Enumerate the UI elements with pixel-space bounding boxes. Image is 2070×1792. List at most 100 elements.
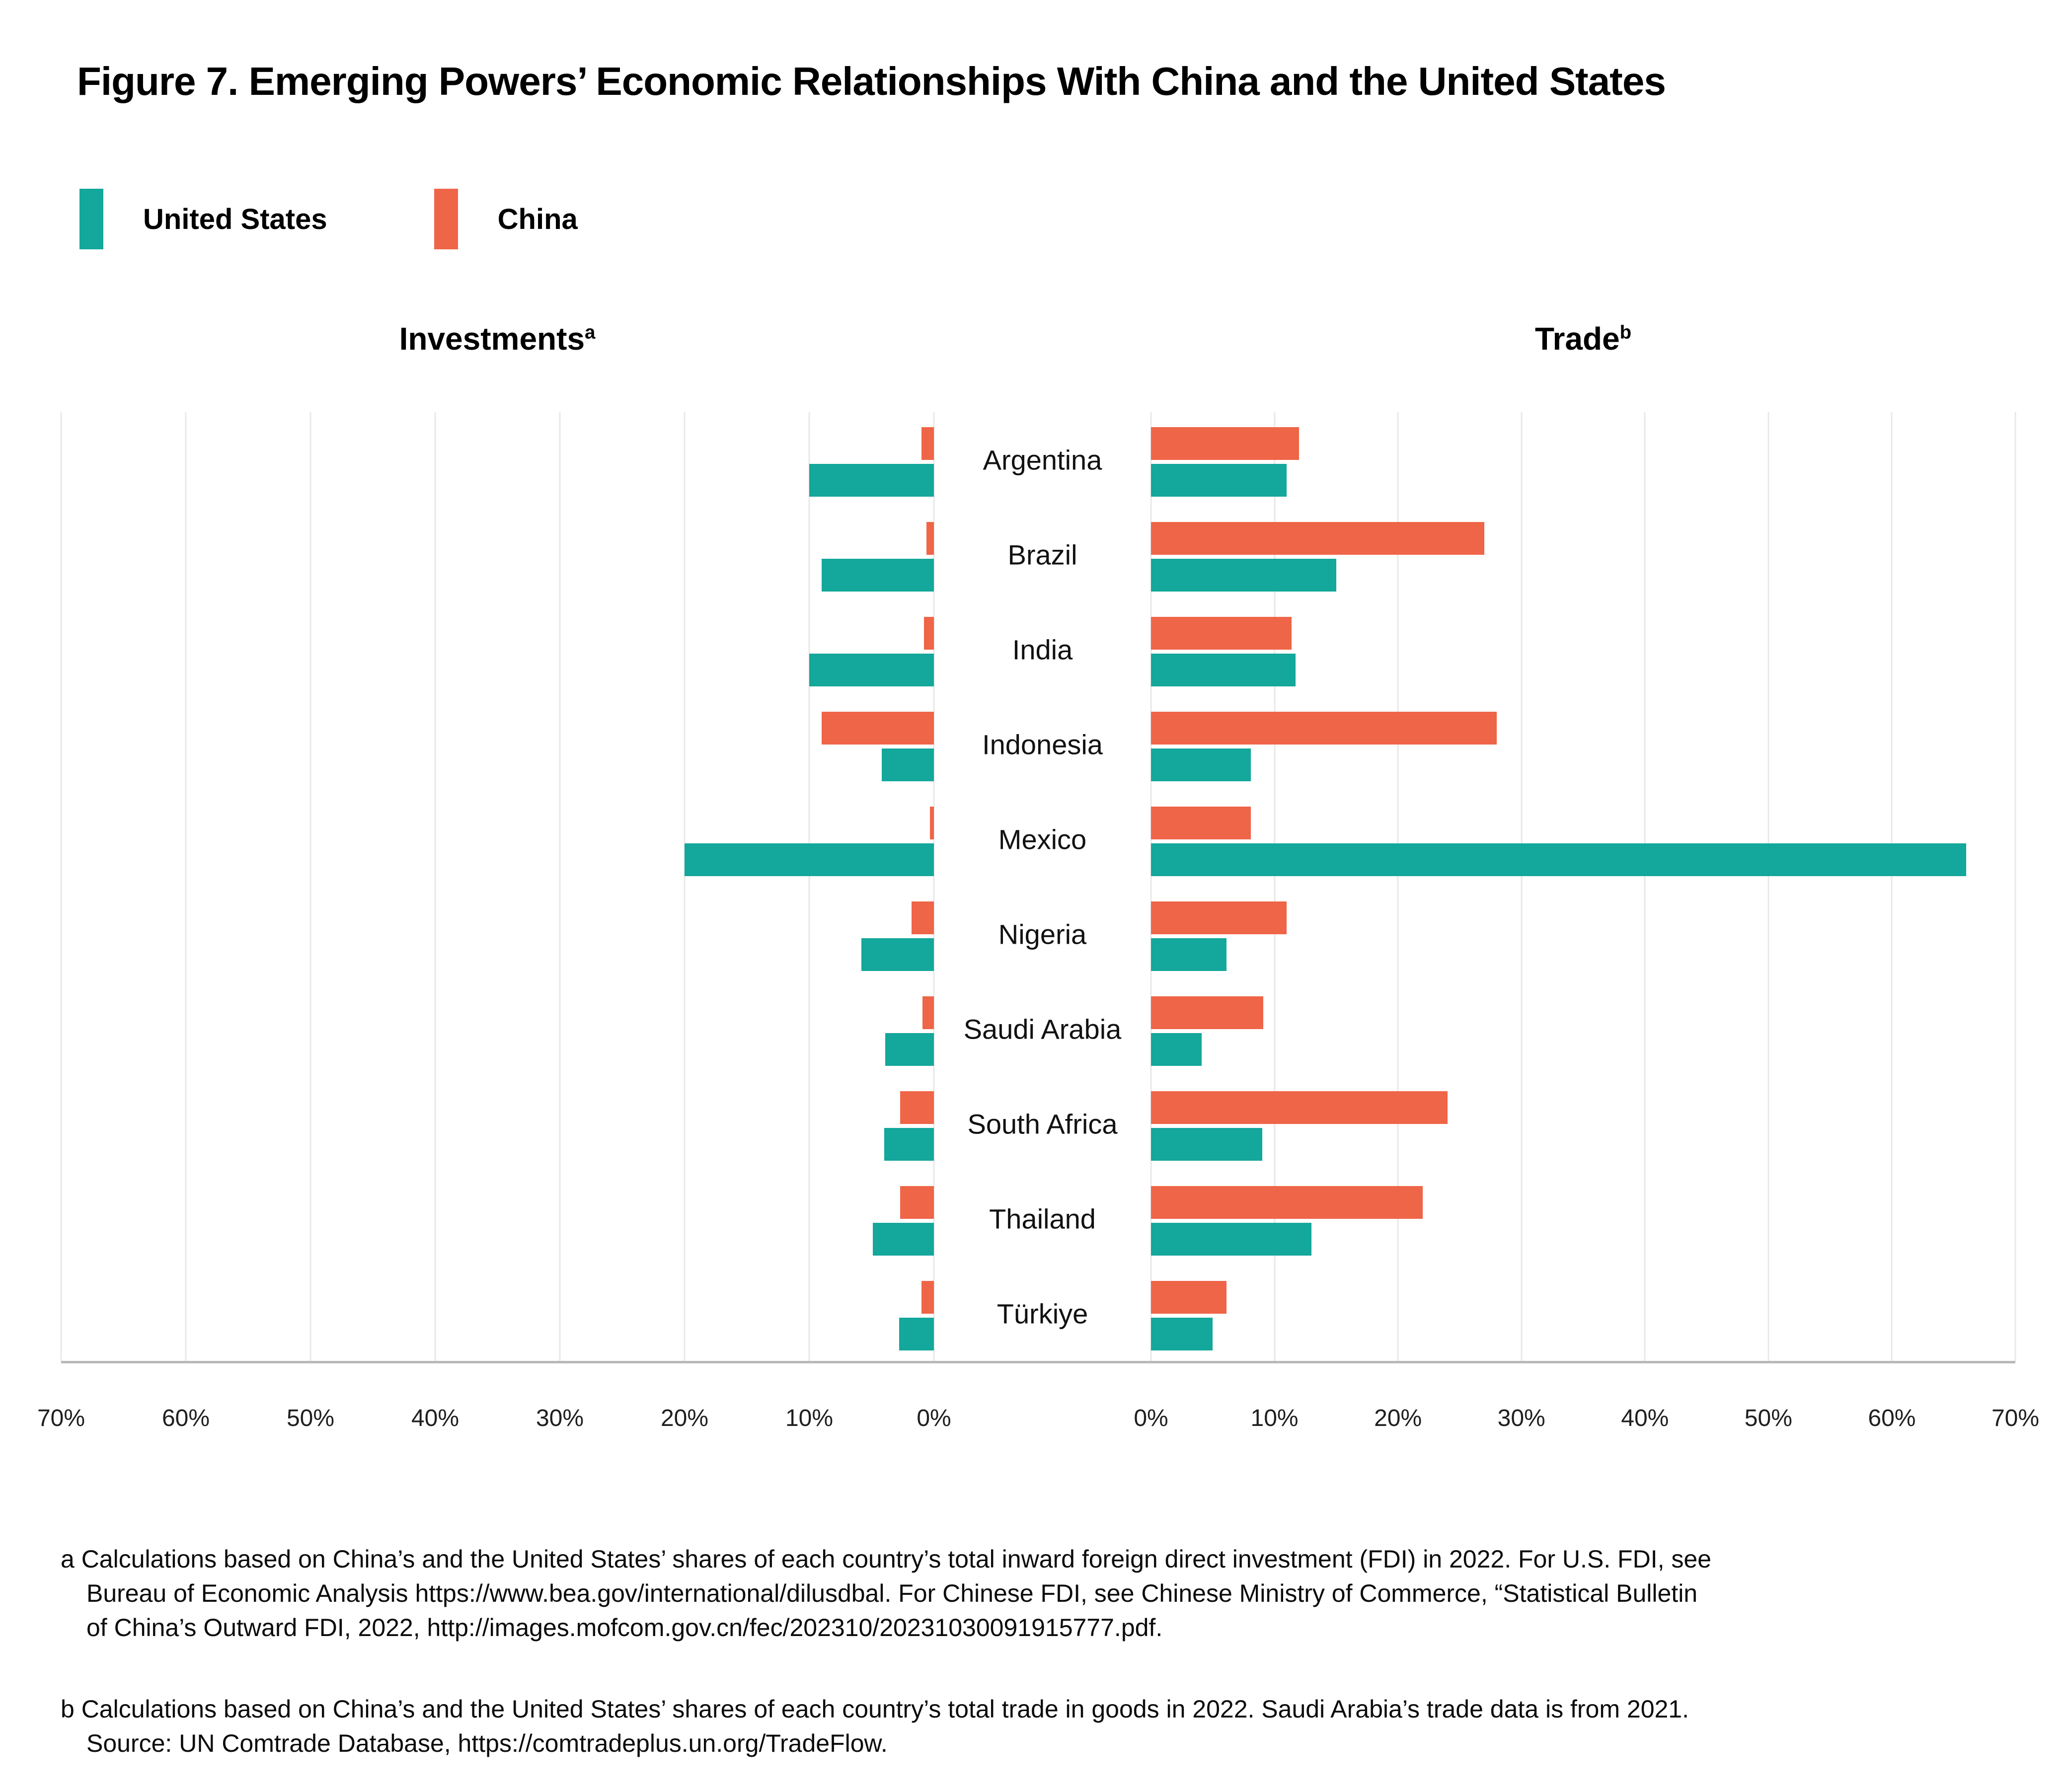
investments-row-mexico	[61, 792, 934, 887]
country-label-saudi-arabia: Saudi Arabia	[963, 1013, 1122, 1045]
footnotes: a Calculations based on China’s and the …	[61, 1542, 1711, 1761]
china-swatch-icon	[434, 189, 458, 249]
trade-bar-united-states-brazil	[1151, 559, 1336, 592]
footnote-marker-b: b	[1619, 321, 1632, 343]
investments-row-argentina	[61, 412, 934, 507]
investments-bar-china-nigeria	[911, 901, 934, 934]
trade-gridline-20%	[1397, 412, 1399, 1361]
united-states-swatch-icon	[79, 189, 103, 249]
investments-row-india	[61, 602, 934, 697]
trade-bar-china-mexico	[1151, 807, 1251, 839]
trade-row-indonesia	[1151, 697, 2015, 792]
country-label-brazil: Brazil	[1007, 539, 1077, 570]
trade-bar-china-india	[1151, 617, 1292, 650]
investments-bar-united-states-thailand	[873, 1223, 934, 1256]
investments-gridline-50%	[309, 412, 311, 1361]
footnote-a-line-1: a Calculations based on China’s and the …	[61, 1545, 1711, 1573]
panel-title-trade: Tradeb	[1535, 320, 1631, 357]
investments-tick-40%: 40%	[411, 1405, 460, 1431]
trade-row-nigeria	[1151, 887, 2015, 981]
country-label-türkiye: Türkiye	[997, 1298, 1088, 1329]
trade-tick-10%: 10%	[1250, 1405, 1299, 1431]
trade-row-türkiye	[1151, 1266, 2015, 1361]
investments-gridline-0%	[933, 412, 935, 1361]
investments-bar-united-states-türkiye	[899, 1318, 934, 1350]
country-label-india: India	[1012, 634, 1073, 665]
country-label-south-africa: South Africa	[967, 1108, 1118, 1139]
investments-bar-united-states-south-africa	[884, 1128, 934, 1161]
trade-tick-50%: 50%	[1744, 1405, 1792, 1431]
trade-gridline-40%	[1644, 412, 1646, 1361]
investments-bar-united-states-nigeria	[861, 938, 934, 971]
investments-row-brazil	[61, 507, 934, 602]
trade-bar-china-thailand	[1151, 1186, 1423, 1219]
investments-bar-china-türkiye	[921, 1281, 934, 1314]
trade-bar-united-states-türkiye	[1151, 1318, 1213, 1350]
legend: United States China	[79, 189, 685, 249]
trade-row-thailand	[1151, 1171, 2015, 1266]
panel-title-investments-text: Investments	[399, 321, 585, 357]
footnote-a: a Calculations based on China’s and the …	[61, 1542, 1711, 1645]
trade-bar-united-states-saudi-arabia	[1151, 1033, 1202, 1066]
x-axis-line	[61, 1361, 2015, 1363]
country-label-mexico: Mexico	[998, 823, 1087, 855]
trade-bar-united-states-india	[1151, 654, 1296, 686]
investments-gridline-10%	[808, 412, 810, 1361]
investments-bar-china-south-africa	[900, 1091, 934, 1124]
investments-row-south-africa	[61, 1076, 934, 1171]
investments-bar-china-thailand	[900, 1186, 934, 1219]
trade-tick-40%: 40%	[1621, 1405, 1669, 1431]
investments-bar-china-india	[923, 617, 934, 650]
country-label-thailand: Thailand	[989, 1203, 1096, 1234]
investments-bar-united-states-brazil	[822, 559, 934, 592]
legend-item-china: China	[434, 189, 578, 249]
trade-bar-china-south-africa	[1151, 1091, 1448, 1124]
trade-bar-china-nigeria	[1151, 901, 1287, 934]
investments-gridline-30%	[559, 412, 561, 1361]
trade-bar-united-states-argentina	[1151, 464, 1287, 497]
investments-row-indonesia	[61, 697, 934, 792]
investments-bar-united-states-indonesia	[881, 748, 934, 781]
trade-bar-china-türkiye	[1151, 1281, 1227, 1314]
trade-bar-united-states-indonesia	[1151, 748, 1251, 781]
investments-gridline-40%	[434, 412, 436, 1361]
trade-gridline-0%	[1150, 412, 1152, 1361]
investments-tick-20%: 20%	[660, 1405, 709, 1431]
panel-title-investments: Investmentsa	[399, 320, 596, 357]
trade-gridline-10%	[1274, 412, 1276, 1361]
legend-label-united-states: United States	[143, 203, 327, 235]
investments-gridline-60%	[185, 412, 187, 1361]
investments-bar-china-mexico	[930, 807, 934, 839]
footnote-a-line-2: Bureau of Economic Analysis https://www.…	[86, 1579, 1698, 1607]
investments-gridline-70%	[60, 412, 62, 1361]
investments-tick-50%: 50%	[286, 1405, 335, 1431]
trade-bar-united-states-nigeria	[1151, 938, 1227, 971]
investments-tick-70%: 70%	[37, 1405, 85, 1431]
footnote-b-line-2: Source: UN Comtrade Database, https://co…	[86, 1729, 888, 1757]
investments-tick-60%: 60%	[161, 1405, 210, 1431]
country-labels: Argentina Brazil India Indonesia Mexico Niger…	[934, 412, 1151, 1361]
legend-item-united-states: United States	[79, 189, 327, 249]
trade-gridline-60%	[1891, 412, 1893, 1361]
trade-bar-united-states-south-africa	[1151, 1128, 1262, 1161]
country-label-indonesia: Indonesia	[982, 729, 1103, 760]
trade-gridline-50%	[1767, 412, 1769, 1361]
trade-tick-70%: 70%	[1991, 1405, 2040, 1431]
trade-bar-china-saudi-arabia	[1151, 996, 1264, 1029]
trade-row-saudi-arabia	[1151, 981, 2015, 1076]
investments-tick-0%: 0%	[917, 1405, 951, 1431]
investments-tick-10%: 10%	[785, 1405, 834, 1431]
figure-title: Figure 7. Emerging Powers’ Economic Rela…	[77, 59, 1666, 103]
investments-row-saudi-arabia	[61, 981, 934, 1076]
footnote-marker-a: a	[585, 321, 596, 343]
trade-bar-united-states-thailand	[1151, 1223, 1312, 1256]
investments-bar-united-states-mexico	[685, 843, 934, 876]
trade-bar-united-states-mexico	[1151, 843, 1966, 876]
country-label-nigeria: Nigeria	[998, 918, 1087, 950]
trade-bar-china-brazil	[1151, 522, 1485, 555]
country-label-argentina: Argentina	[983, 444, 1102, 475]
trade-gridline-30%	[1521, 412, 1523, 1361]
investments-bar-china-brazil	[926, 522, 934, 555]
trade-row-south-africa	[1151, 1076, 2015, 1171]
trade-bar-china-indonesia	[1151, 712, 1497, 745]
